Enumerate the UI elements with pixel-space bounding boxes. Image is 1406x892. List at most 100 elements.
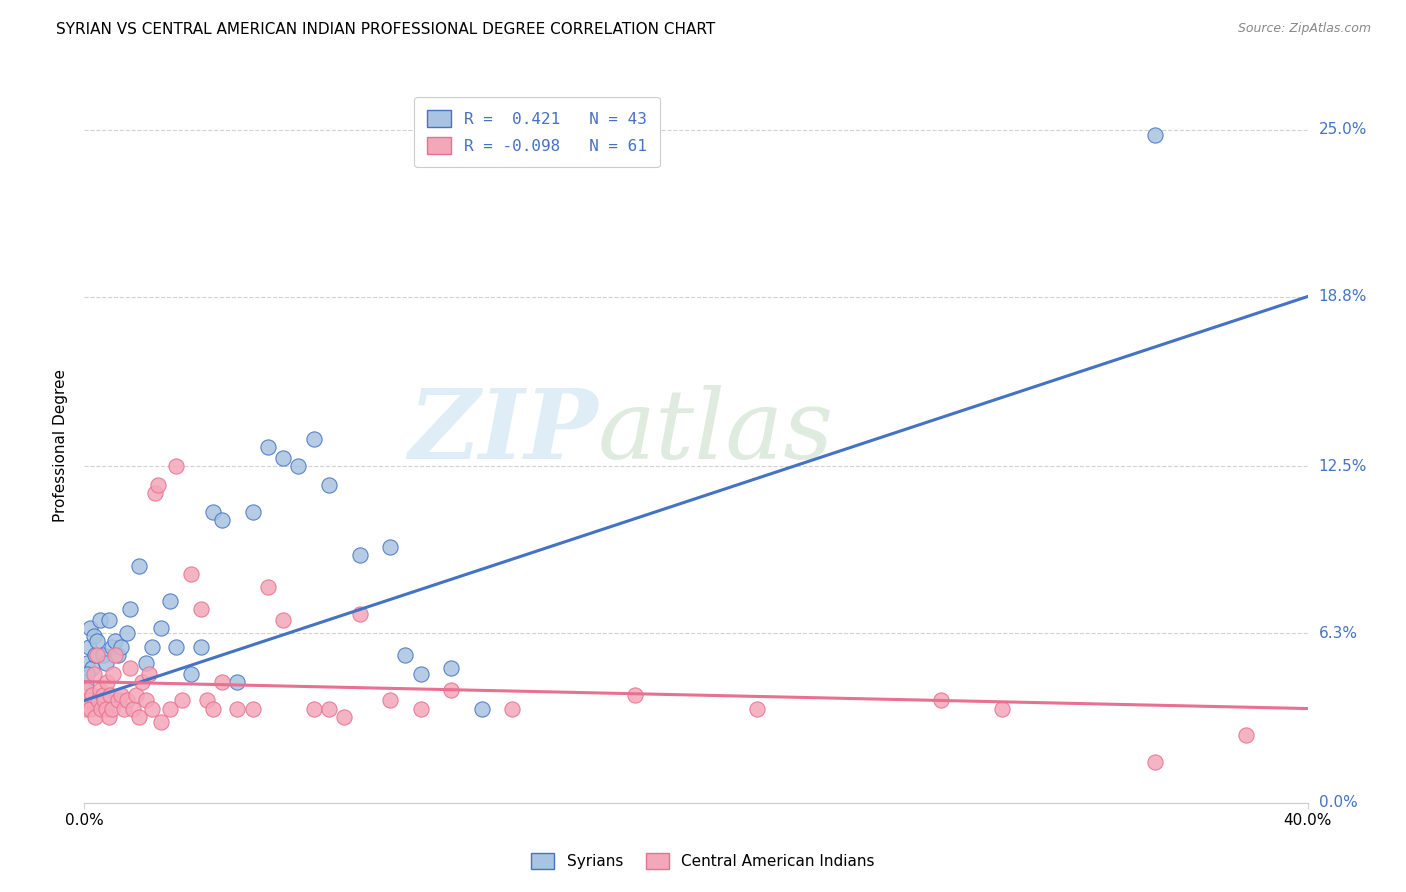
- Point: [94, 656, 117, 670]
- Text: 6.3%: 6.3%: [1319, 625, 1358, 640]
- Point: [471, 701, 494, 715]
- Point: [380, 540, 402, 554]
- Point: [1143, 128, 1166, 142]
- Point: [180, 666, 202, 681]
- Point: [79, 621, 101, 635]
- Point: [333, 709, 356, 723]
- Point: [77, 640, 100, 654]
- Point: [302, 432, 325, 446]
- Point: [165, 640, 187, 654]
- Point: [226, 701, 249, 715]
- Point: [242, 505, 264, 519]
- Point: [257, 441, 280, 455]
- Point: [89, 613, 111, 627]
- Point: [149, 621, 172, 635]
- Point: [93, 693, 115, 707]
- Point: [84, 709, 107, 723]
- Point: [104, 634, 127, 648]
- Point: [440, 682, 463, 697]
- Text: 25.0%: 25.0%: [1319, 122, 1367, 137]
- Point: [83, 629, 105, 643]
- Point: [271, 451, 294, 466]
- Point: [90, 701, 112, 715]
- Text: 12.5%: 12.5%: [1319, 458, 1367, 474]
- Point: [83, 666, 105, 681]
- Text: SYRIAN VS CENTRAL AMERICAN INDIAN PROFESSIONAL DEGREE CORRELATION CHART: SYRIAN VS CENTRAL AMERICAN INDIAN PROFES…: [56, 22, 716, 37]
- Point: [990, 701, 1012, 715]
- Point: [110, 640, 132, 654]
- Point: [143, 486, 166, 500]
- Point: [138, 666, 160, 681]
- Point: [318, 701, 340, 715]
- Point: [929, 693, 952, 707]
- Point: [97, 613, 120, 627]
- Point: [104, 648, 127, 662]
- Point: [146, 478, 169, 492]
- Point: [122, 701, 145, 715]
- Text: ZIP: ZIP: [409, 384, 598, 479]
- Point: [159, 701, 181, 715]
- Point: [349, 548, 371, 562]
- Point: [149, 714, 172, 729]
- Point: [624, 688, 647, 702]
- Point: [112, 701, 135, 715]
- Point: [77, 693, 100, 707]
- Point: [76, 656, 98, 670]
- Point: [141, 701, 163, 715]
- Text: 18.8%: 18.8%: [1319, 289, 1367, 304]
- Point: [125, 688, 148, 702]
- Point: [115, 626, 138, 640]
- Point: [287, 459, 309, 474]
- Point: [101, 701, 124, 715]
- Point: [195, 693, 218, 707]
- Point: [128, 558, 150, 573]
- Point: [190, 640, 212, 654]
- Point: [79, 701, 101, 715]
- Point: [1234, 729, 1257, 743]
- Point: [115, 693, 138, 707]
- Point: [107, 693, 129, 707]
- Point: [318, 478, 340, 492]
- Point: [107, 648, 129, 662]
- Point: [131, 674, 153, 689]
- Point: [1143, 756, 1166, 770]
- Legend: R =  0.421   N = 43, R = -0.098   N = 61: R = 0.421 N = 43, R = -0.098 N = 61: [415, 97, 659, 167]
- Point: [76, 666, 98, 681]
- Point: [172, 693, 194, 707]
- Point: [76, 682, 98, 697]
- Point: [190, 602, 212, 616]
- Point: [120, 602, 142, 616]
- Point: [120, 661, 142, 675]
- Point: [89, 682, 111, 697]
- Point: [201, 701, 224, 715]
- Point: [159, 594, 181, 608]
- Point: [271, 613, 294, 627]
- Point: [211, 513, 233, 527]
- Point: [94, 701, 117, 715]
- Point: [97, 709, 120, 723]
- Point: [349, 607, 371, 622]
- Point: [91, 688, 114, 702]
- Point: [103, 666, 125, 681]
- Legend: Syrians, Central American Indians: Syrians, Central American Indians: [526, 847, 880, 875]
- Point: [201, 505, 224, 519]
- Point: [87, 693, 110, 707]
- Point: [101, 640, 124, 654]
- Point: [135, 693, 157, 707]
- Text: Source: ZipAtlas.com: Source: ZipAtlas.com: [1237, 22, 1371, 36]
- Point: [165, 459, 187, 474]
- Point: [211, 674, 233, 689]
- Point: [128, 709, 150, 723]
- Point: [75, 674, 97, 689]
- Point: [91, 648, 114, 662]
- Point: [80, 661, 103, 675]
- Point: [501, 701, 523, 715]
- Point: [409, 701, 432, 715]
- Point: [75, 701, 97, 715]
- Point: [180, 566, 202, 581]
- Point: [440, 661, 463, 675]
- Point: [135, 656, 157, 670]
- Text: atlas: atlas: [598, 384, 834, 479]
- Point: [226, 674, 249, 689]
- Point: [84, 648, 107, 662]
